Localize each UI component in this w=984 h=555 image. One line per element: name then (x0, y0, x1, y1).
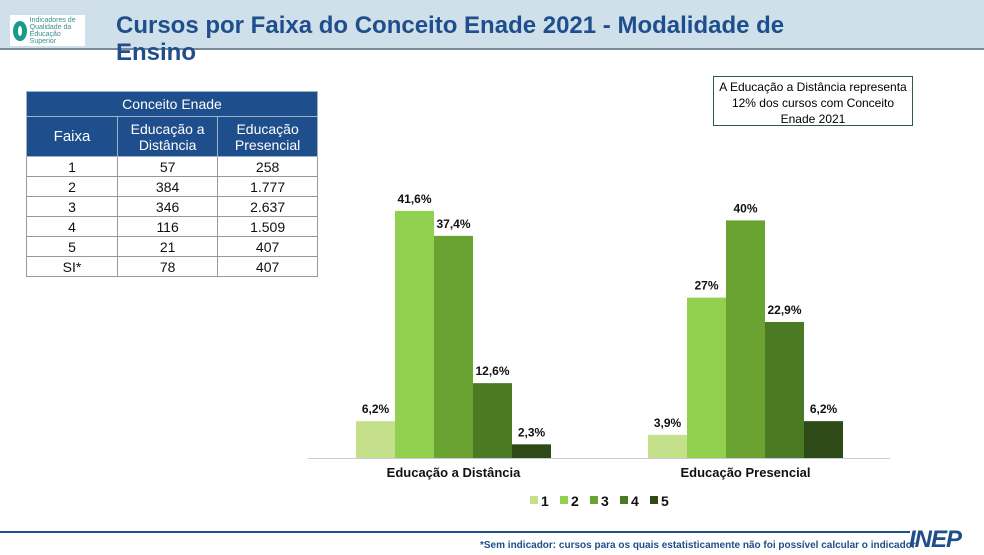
legend-swatch (560, 496, 568, 504)
data-table: Conceito Enade Faixa Educação a Distância… (26, 91, 318, 277)
table-row: SI* 78 407 (26, 256, 318, 277)
legend-label: 4 (631, 493, 639, 509)
bar (512, 444, 551, 458)
legend-label: 2 (571, 493, 579, 509)
table-cell: 1.777 (217, 176, 318, 197)
bar (473, 383, 512, 458)
table-row: 5 21 407 (26, 236, 318, 257)
data-label: 2,3% (518, 425, 546, 439)
data-label: 6,2% (810, 402, 838, 416)
data-label: 6,2% (362, 402, 390, 416)
logo: Indicadores de Qualidade da Educação Sup… (10, 15, 85, 46)
legend-swatch (530, 496, 538, 504)
bar (765, 321, 804, 458)
data-label: 41,6% (397, 192, 431, 206)
table-row: 4 116 1.509 (26, 216, 318, 237)
legend-label: 1 (541, 493, 549, 509)
col-header: Educação Presencial (217, 116, 318, 157)
page-title: Cursos por Faixa do Conceito Enade 2021 … (116, 12, 785, 66)
table-cell: 21 (116, 236, 219, 257)
table-cell: 407 (217, 256, 318, 277)
legend-swatch (650, 496, 658, 504)
bar (356, 421, 395, 458)
footer-divider (0, 531, 910, 533)
legend-swatch (620, 496, 628, 504)
bar (726, 220, 765, 458)
legend-swatch (590, 496, 598, 504)
table-cell: SI* (26, 256, 118, 277)
bar (648, 434, 687, 458)
footer-note: *Sem indicador: cursos para os quais est… (480, 540, 916, 551)
table-row: 2 384 1.777 (26, 176, 318, 197)
data-label: 37,4% (436, 217, 470, 231)
bar (687, 297, 726, 458)
legend-label: 3 (601, 493, 609, 509)
table-row: 1 57 258 (26, 156, 318, 177)
data-label: 3,9% (654, 416, 682, 430)
category-label: Educação Presencial (680, 465, 810, 480)
legend-label: 5 (661, 493, 669, 509)
data-label: 40% (733, 201, 757, 215)
logo-text: Indicadores de Qualidade da Educação Sup… (29, 16, 76, 45)
table-row: 3 346 2.637 (26, 196, 318, 217)
data-label: 27% (694, 279, 718, 293)
table-cell: 78 (116, 256, 219, 277)
inep-logo: INEP (909, 526, 962, 553)
data-label: 22,9% (767, 303, 801, 317)
header-band (0, 0, 984, 50)
bar (395, 210, 434, 458)
bar (804, 421, 843, 458)
info-note: A Educação a Distância representa 12% do… (713, 76, 913, 126)
col-header: Educação a Distância (116, 116, 219, 157)
table-cell: 1.509 (217, 216, 318, 237)
logo-icon (13, 20, 27, 41)
col-header: Faixa (26, 116, 118, 157)
table-cell: 2.637 (217, 196, 318, 217)
bar (434, 235, 473, 458)
table-group-header: Conceito Enade (26, 91, 318, 117)
category-label: Educação a Distância (387, 465, 521, 480)
data-label: 12,6% (475, 364, 509, 378)
